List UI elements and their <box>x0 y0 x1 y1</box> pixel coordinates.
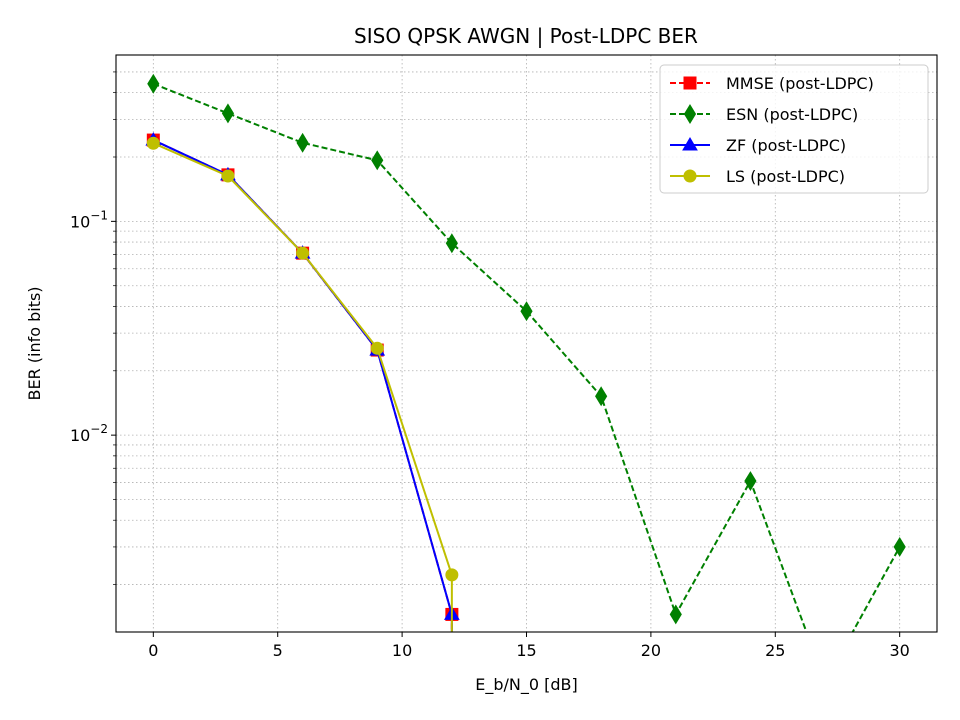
legend-marker <box>683 104 697 124</box>
series-line <box>152 82 808 632</box>
x-tick-label: 10 <box>392 641 412 660</box>
legend-label: LS (post-LDPC) <box>726 167 845 186</box>
x-tick-label: 0 <box>148 641 158 660</box>
data-point <box>893 536 906 557</box>
data-point <box>744 471 757 491</box>
data-point <box>370 341 384 355</box>
legend-box <box>659 64 929 194</box>
series-3 <box>146 136 459 632</box>
x-tick-label: 15 <box>516 641 536 660</box>
data-point <box>595 386 608 407</box>
x-tick-label: 20 <box>641 641 661 660</box>
legend-label: ZF (post-LDPC) <box>726 136 846 155</box>
data-point <box>371 150 384 171</box>
x-tick-label: 30 <box>890 641 910 660</box>
data-point <box>146 136 160 150</box>
data-point <box>669 604 682 625</box>
x-axis-label: E_b/N_0 [dB] <box>475 675 578 695</box>
legend-label: ESN (post-LDPC) <box>726 105 858 124</box>
data-point <box>296 132 309 153</box>
legend-label: MMSE (post-LDPC) <box>726 74 874 93</box>
legend-marker <box>683 76 697 90</box>
data-point <box>221 103 235 124</box>
x-tick-label: 5 <box>273 641 283 660</box>
y-tick-label: 10−2 <box>70 422 108 445</box>
y-tick-label: 10−1 <box>70 208 108 231</box>
data-point <box>445 233 458 254</box>
data-point <box>520 301 533 322</box>
legend: MMSE (post-LDPC) ESN (post-LDPC) ZF (post-… <box>659 64 929 194</box>
data-point <box>221 169 235 183</box>
data-point <box>147 73 160 94</box>
ticks: 0 5 10 15 20 25 30 10−1 10−2 <box>70 71 910 660</box>
data-point <box>296 246 310 260</box>
series-1 <box>147 73 906 632</box>
legend-marker <box>682 137 698 151</box>
series-layer <box>145 73 906 632</box>
data-point <box>445 568 459 582</box>
y-axis-label: BER (info bits) <box>25 286 44 400</box>
x-tick-label: 25 <box>765 641 785 660</box>
series-line <box>851 546 901 632</box>
legend-marker <box>683 169 697 183</box>
chart-title: SISO QPSK AWGN | Post-LDPC BER <box>354 24 698 48</box>
